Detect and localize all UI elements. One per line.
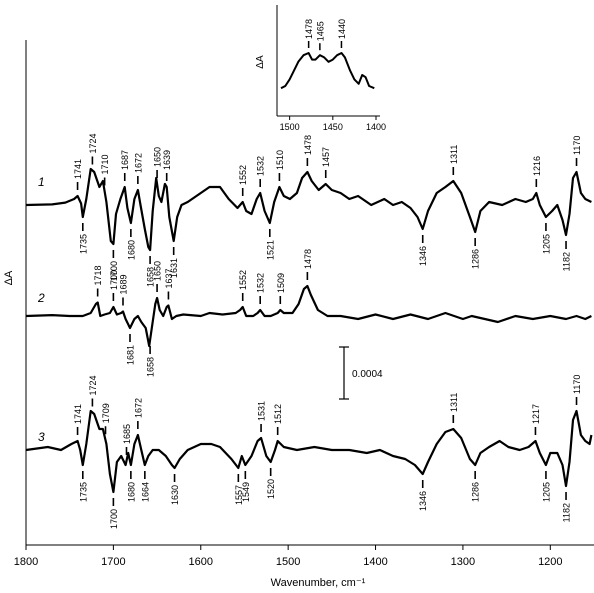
peak-label: 1521 [265,240,275,260]
peak-label: 1532 [256,156,266,176]
series-label-3: 3 [38,430,45,444]
inset-x-tick-label: 1500 [280,122,300,132]
series-label-1: 1 [38,175,45,189]
inset-peak-label: 1478 [304,19,314,39]
inset-chart: ΔA 1500 1450 1400 1478 1465 1440 [255,5,386,132]
peak-label: 1664 [140,482,150,502]
peak-label: 1532 [256,273,266,293]
y-axis-label: ΔA [3,270,15,285]
peak-label: 1709 [101,403,111,423]
peak-label: 1680 [126,240,136,260]
peak-label: 1311 [449,145,459,164]
peak-label: 1182 [562,252,572,271]
peak-label: 1672 [133,153,143,173]
peak-label: 1630 [170,485,180,505]
peak-label: 1631 [169,258,179,278]
peak-label: 1286 [471,249,481,269]
inset-peak-label: 1465 [315,21,325,41]
peak-label: 1520 [266,479,276,499]
inset-y-axis-label: ΔA [255,55,266,69]
peak-label: 1685 [122,424,132,444]
inset-spectrum-line [280,52,375,90]
inset-peak-label: 1440 [337,19,347,39]
peak-label: 1478 [303,135,313,155]
peak-label: 1700 [109,261,119,281]
main-axes [25,40,594,546]
peak-label: 1510 [275,150,285,170]
peak-label: 1735 [78,482,88,502]
peak-label: 1741 [73,404,83,424]
peak-label: 1205 [541,234,551,254]
peak-label: 1639 [162,150,172,170]
peak-label: 1531 [257,401,267,421]
inset-x-tick-label: 1450 [323,122,343,132]
peak-label: 1509 [276,273,286,293]
peak-label: 1672 [133,398,143,418]
peak-label: 1170 [572,136,582,155]
x-tick-label: 1600 [189,556,213,568]
peak-label: 1680 [126,482,136,502]
x-tick-label: 1500 [276,556,300,568]
series-3-line [25,409,593,494]
peak-label: 1700 [109,270,119,290]
series-2-line [25,284,592,348]
series-label-2: 2 [37,291,45,305]
x-tick-label: 1800 [14,556,38,568]
peak-label: 1216 [532,156,542,176]
inset-x-tick-label: 1400 [366,122,386,132]
peak-label: 1217 [531,404,541,424]
x-tick-label: 1300 [451,556,475,568]
peak-label: 1741 [73,159,83,179]
peak-label: 1552 [238,270,248,290]
peak-label: 1346 [418,246,428,266]
series-1-line [25,167,592,252]
peak-label: 1182 [562,503,572,522]
peak-label: 1724 [88,133,98,153]
peak-label: 1478 [303,249,313,269]
peak-label: 1170 [572,375,582,394]
peak-label: 1552 [238,165,248,185]
x-tick-label: 1400 [363,556,387,568]
peak-label: 1724 [88,375,98,395]
peak-label: 1710 [100,154,110,174]
peak-label: 1637 [164,268,174,288]
scale-bar-label: 0.0004 [352,369,383,380]
peak-label: 1687 [120,150,130,170]
peak-label: 1457 [321,147,331,167]
peak-label: 1658 [146,357,156,377]
peak-label: 1718 [93,265,103,285]
peak-label: 1681 [125,345,135,365]
peak-label: 1650 [153,147,163,167]
peak-label: 1557 [234,485,244,505]
peak-label: 1735 [78,234,88,254]
x-tick-label: 1700 [101,556,125,568]
peak-label: 1658 [146,267,156,287]
x-axis-label: Wavenumber, cm⁻¹ [271,577,366,589]
x-tick-label: 1200 [538,556,562,568]
peak-label: 1205 [541,482,551,502]
peak-label: 1286 [471,482,481,502]
peak-label: 1700 [109,509,119,529]
scale-bar: 0.0004 [339,346,383,400]
peak-label: 1346 [418,491,428,511]
peak-label: 1512 [273,404,283,424]
peak-label: 1650 [153,261,163,281]
peak-label: 1689 [118,274,128,294]
peak-label: 1311 [449,393,459,412]
peak-label: 1549 [241,482,251,502]
